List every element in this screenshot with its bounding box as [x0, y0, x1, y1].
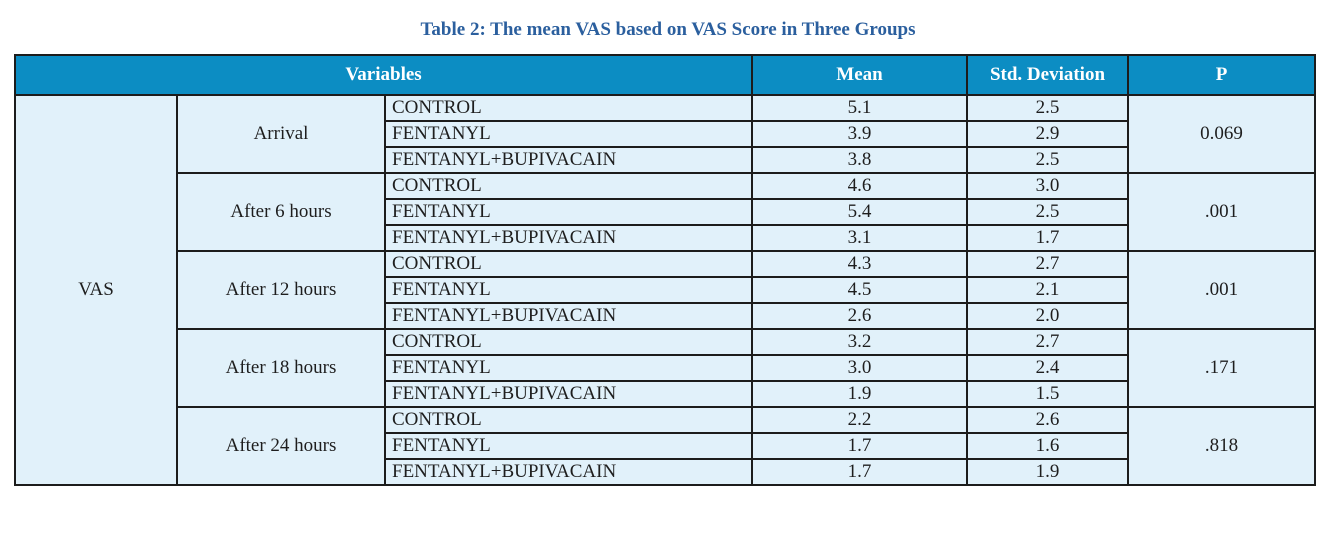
std-deviation-cell: 1.7 — [966, 224, 1129, 252]
group-cell: CONTROL — [384, 328, 753, 356]
table-row: FENTANYL 3.0 2.4 — [15, 354, 1315, 382]
time-point-cell: Arrival — [176, 94, 386, 174]
mean-cell: 4.3 — [751, 250, 968, 278]
table-row: FENTANYL 5.4 2.5 — [15, 198, 1315, 226]
table-row: FENTANYL+BUPIVACAIN 1.7 1.9 — [15, 458, 1315, 486]
time-point-cell: After 24 hours — [176, 406, 386, 486]
table-row: FENTANYL 4.5 2.1 — [15, 276, 1315, 304]
group-cell: FENTANYL+BUPIVACAIN — [384, 302, 753, 330]
table-row: VAS Arrival CONTROL 5.1 2.5 0.069 — [14, 94, 1316, 486]
mean-cell: 3.1 — [751, 224, 968, 252]
mean-cell: 3.2 — [751, 328, 968, 356]
std-deviation-cell: 2.4 — [966, 354, 1129, 382]
time-point-cell: After 18 hours — [176, 328, 386, 408]
table-header: Variables Mean Std. Deviation P — [14, 54, 1316, 96]
std-deviation-cell: 2.0 — [966, 302, 1129, 330]
group-cell: CONTROL — [384, 94, 753, 122]
group-cell: FENTANYL+BUPIVACAIN — [384, 458, 753, 486]
header-row: Variables Mean Std. Deviation P — [14, 54, 1316, 96]
table-row: FENTANYL 1.7 1.6 — [15, 432, 1315, 460]
table-row: After 12 hours CONTROL 4.3 2.7.001 — [15, 250, 1316, 330]
p-value-cell: .001 — [1127, 250, 1316, 330]
mean-cell: 5.4 — [751, 198, 968, 226]
group-cell: CONTROL — [384, 250, 753, 278]
std-deviation-cell: 3.0 — [966, 172, 1129, 200]
p-value-cell: .818 — [1127, 406, 1316, 486]
table-body: VAS Arrival CONTROL 5.1 2.5 0.069 FENTANYL 3.9 2… — [14, 94, 1316, 486]
table-row: FENTANYL 3.9 2.9 — [15, 120, 1315, 148]
group-cell: FENTANYL — [384, 198, 753, 226]
mean-cell: 4.6 — [751, 172, 968, 200]
group-cell: FENTANYL — [384, 120, 753, 148]
mean-cell: 2.6 — [751, 302, 968, 330]
header-std-deviation: Std. Deviation — [966, 54, 1129, 96]
table-row: FENTANYL+BUPIVACAIN 1.9 1.5 — [15, 380, 1315, 408]
std-deviation-cell: 2.7 — [966, 328, 1129, 356]
time-point-cell: After 6 hours — [176, 172, 386, 252]
mean-cell: 2.2 — [751, 406, 968, 434]
p-value-cell: .001 — [1127, 172, 1316, 252]
std-deviation-cell: 1.5 — [966, 380, 1129, 408]
mean-cell: 4.5 — [751, 276, 968, 304]
mean-cell: 3.9 — [751, 120, 968, 148]
mean-cell: 1.9 — [751, 380, 968, 408]
std-deviation-cell: 1.9 — [966, 458, 1129, 486]
std-deviation-cell: 2.5 — [966, 146, 1129, 174]
group-cell: FENTANYL — [384, 276, 753, 304]
mean-cell: 3.0 — [751, 354, 968, 382]
group-cell: FENTANYL+BUPIVACAIN — [384, 146, 753, 174]
table-row: FENTANYL+BUPIVACAIN 3.8 2.5 — [15, 146, 1315, 174]
table-row: After 18 hours CONTROL 3.2 2.7.171 — [15, 328, 1316, 408]
std-deviation-cell: 2.5 — [966, 94, 1129, 122]
std-deviation-cell: 2.6 — [966, 406, 1129, 434]
group-cell: FENTANYL+BUPIVACAIN — [384, 224, 753, 252]
table-row: FENTANYL+BUPIVACAIN 2.6 2.0 — [15, 302, 1315, 330]
table-row: FENTANYL+BUPIVACAIN 3.1 1.7 — [15, 224, 1315, 252]
p-value-cell: .171 — [1127, 328, 1316, 408]
mean-cell: 1.7 — [751, 432, 968, 460]
header-p: P — [1127, 54, 1316, 96]
table-row: After 24 hours CONTROL 2.2 2.6.818 — [15, 406, 1316, 486]
std-deviation-cell: 2.7 — [966, 250, 1129, 278]
group-cell: CONTROL — [384, 172, 753, 200]
vas-table: Variables Mean Std. Deviation P VAS Arriv… — [14, 54, 1316, 486]
group-cell: FENTANYL — [384, 354, 753, 382]
header-mean: Mean — [751, 54, 968, 96]
mean-cell: 1.7 — [751, 458, 968, 486]
p-value-cell: 0.069 — [1127, 94, 1316, 174]
mean-cell: 3.8 — [751, 146, 968, 174]
mean-cell: 5.1 — [751, 94, 968, 122]
variable-cell: VAS — [14, 94, 178, 486]
group-cell: CONTROL — [384, 406, 753, 434]
time-point-cell: After 12 hours — [176, 250, 386, 330]
std-deviation-cell: 1.6 — [966, 432, 1129, 460]
std-deviation-cell: 2.9 — [966, 120, 1129, 148]
std-deviation-cell: 2.5 — [966, 198, 1129, 226]
table-row: After 6 hours CONTROL 4.6 3.0.001 — [15, 172, 1316, 252]
group-cell: FENTANYL — [384, 432, 753, 460]
group-cell: FENTANYL+BUPIVACAIN — [384, 380, 753, 408]
header-variables: Variables — [14, 54, 753, 96]
table-caption: Table 2: The mean VAS based on VAS Score… — [420, 19, 916, 40]
std-deviation-cell: 2.1 — [966, 276, 1129, 304]
